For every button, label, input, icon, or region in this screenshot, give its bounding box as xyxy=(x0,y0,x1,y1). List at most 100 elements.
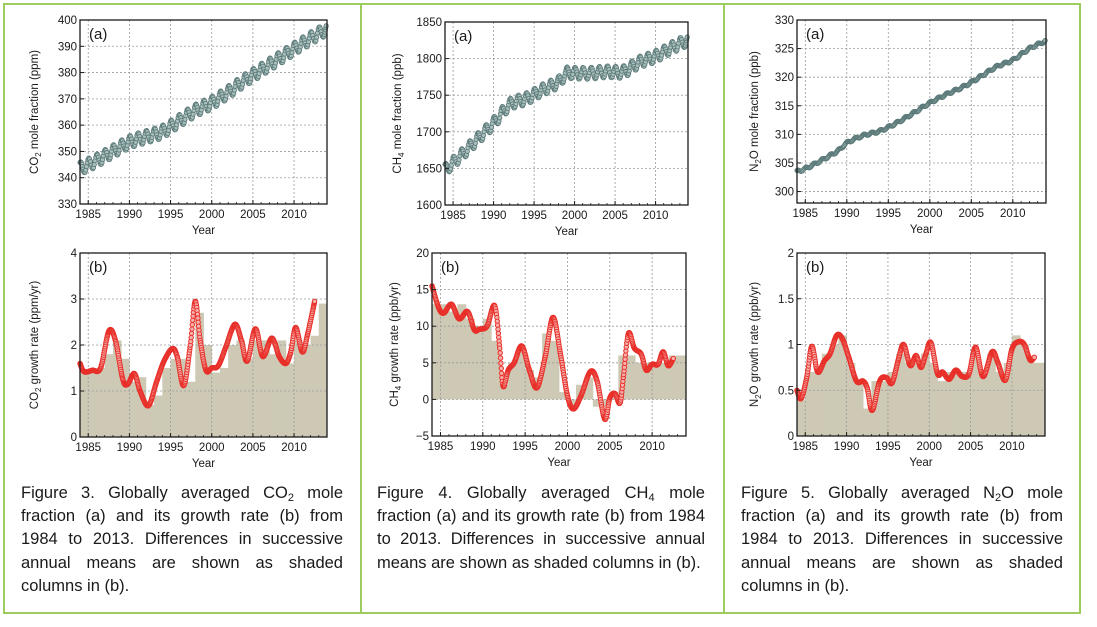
bar xyxy=(1036,362,1046,436)
data-point xyxy=(189,322,196,328)
x-axis-label: Year xyxy=(192,225,215,237)
bar xyxy=(145,404,155,437)
bar xyxy=(112,340,122,437)
panel-divider xyxy=(723,3,725,614)
bar xyxy=(912,362,922,436)
x-tick-label: 1985 xyxy=(440,210,466,222)
x-tick-label: 1985 xyxy=(75,442,101,454)
bar xyxy=(508,362,518,400)
figure-5-caption: Figure 5. Globally averaged N2O mole fra… xyxy=(741,482,1063,598)
chart-co2-a: 1985 1990 1995 2000 2005 2010 330 340 350 360 370 3… xyxy=(29,15,329,237)
y-tick-label: 320 xyxy=(775,72,794,84)
bar xyxy=(797,399,806,436)
bar xyxy=(269,354,278,437)
figure-3-caption: Figure 3. Globally averaged CO2 mole fra… xyxy=(21,482,343,598)
y-axis-label: CH4 mole fraction (ppb) xyxy=(392,53,406,173)
y-tick-label: 370 xyxy=(58,94,77,106)
panel-label: (a) xyxy=(454,28,472,45)
bar xyxy=(937,381,947,436)
x-tick-label: 1990 xyxy=(481,210,507,222)
x-tick-label: 2005 xyxy=(602,210,628,222)
x-tick-label: 1990 xyxy=(117,209,143,221)
y-axis-label: CO2 mole fraction (ppm) xyxy=(29,50,43,174)
bar-series xyxy=(80,303,328,437)
y-tick-label: 305 xyxy=(775,158,794,170)
y-tick-label: 390 xyxy=(58,41,77,53)
bar xyxy=(516,348,526,400)
bar xyxy=(318,303,328,437)
x-tick-label: 1985 xyxy=(792,441,818,453)
bar xyxy=(660,362,670,400)
panel-divider xyxy=(360,3,362,614)
figure-4-caption: Figure 4. Globally averaged CH4 mole fra… xyxy=(377,482,705,575)
bar xyxy=(550,340,560,400)
x-tick-label: 1995 xyxy=(875,441,901,453)
bar xyxy=(244,358,254,437)
y-tick-label: 360 xyxy=(58,120,77,132)
x-tick-label: 1995 xyxy=(512,441,538,453)
x-tick-label: 1990 xyxy=(834,208,860,220)
x-tick-label: 1990 xyxy=(834,441,860,453)
data-point xyxy=(311,298,318,304)
data-point xyxy=(314,34,320,40)
y-tick-label: 2 xyxy=(71,340,77,352)
bar xyxy=(236,340,246,437)
y-axis-label-subscript: 2 xyxy=(34,387,43,392)
y-tick-label: 1600 xyxy=(416,200,442,212)
bar xyxy=(129,381,139,437)
bar xyxy=(432,304,441,400)
growth-rate-curve xyxy=(429,283,676,423)
chart-n2o-a: 1985 1990 1995 2000 2005 2010 300 305 310 315 320 3… xyxy=(749,15,1048,236)
y-axis-label: N2O mole fraction (ppb) xyxy=(749,51,763,172)
bar xyxy=(80,372,89,437)
y-axis-label-text: CO xyxy=(29,392,41,409)
y-axis-label-text: O growth rate (ppb/yr) xyxy=(749,282,761,395)
y-axis-label-text: mole fraction (ppb) xyxy=(392,53,404,152)
y-axis-label-text: CH xyxy=(389,390,401,407)
x-tick-label: 2010 xyxy=(643,210,669,222)
x-tick-label: 2000 xyxy=(562,210,588,222)
plot-area xyxy=(80,20,327,204)
bar xyxy=(187,381,196,437)
y-tick-label: 1.5 xyxy=(778,294,794,306)
chart-n2o-b: 1985 1990 1995 2000 2005 2010 0 0.5 1 1.5 2 (b) Year… xyxy=(749,248,1046,469)
x-tick-label: 1995 xyxy=(521,210,547,222)
y-tick-label: 1750 xyxy=(416,90,442,102)
y-tick-label: 1800 xyxy=(416,54,442,66)
y-axis-label-text: mole fraction (ppm) xyxy=(29,50,41,152)
bar xyxy=(669,355,678,400)
x-tick-label: 1995 xyxy=(158,442,184,454)
bar xyxy=(252,340,262,437)
data-point xyxy=(1031,354,1038,360)
chart-ch4-a: 1985 1990 1995 2000 2005 2010 1600 1650 1700 1750… xyxy=(392,17,690,238)
bar xyxy=(954,371,963,436)
y-tick-label: 1 xyxy=(788,340,794,352)
axis-ticks: 1985 1990 1995 2000 2005 2010 330 340 350 360 370 3… xyxy=(58,15,328,221)
bar xyxy=(592,399,602,407)
bar xyxy=(978,371,988,436)
bar xyxy=(219,368,229,437)
y-tick-label: 340 xyxy=(58,173,77,185)
x-tick-label: 1985 xyxy=(793,208,819,220)
data-point xyxy=(498,365,504,372)
bar xyxy=(652,362,661,400)
y-tick-label: −5 xyxy=(416,431,429,443)
data-point xyxy=(497,355,504,361)
bar xyxy=(559,392,568,400)
data-point xyxy=(448,162,454,168)
bar xyxy=(1028,362,1038,436)
y-tick-label: 5 xyxy=(423,358,429,370)
bar xyxy=(499,384,509,400)
x-tick-label: 2000 xyxy=(917,208,943,220)
data-point xyxy=(188,330,195,337)
bar xyxy=(440,304,450,400)
bar xyxy=(302,345,311,437)
x-tick-label: 1995 xyxy=(876,208,902,220)
bar xyxy=(635,362,645,400)
y-tick-label: 380 xyxy=(58,68,77,80)
chart-co2-b: 1985 1990 1995 2000 2005 2010 0 1 2 3 4 (b) Year CO2 … xyxy=(29,248,328,470)
x-tick-label: 2005 xyxy=(958,441,984,453)
y-tick-label: 0 xyxy=(71,432,77,444)
bar xyxy=(195,312,204,437)
